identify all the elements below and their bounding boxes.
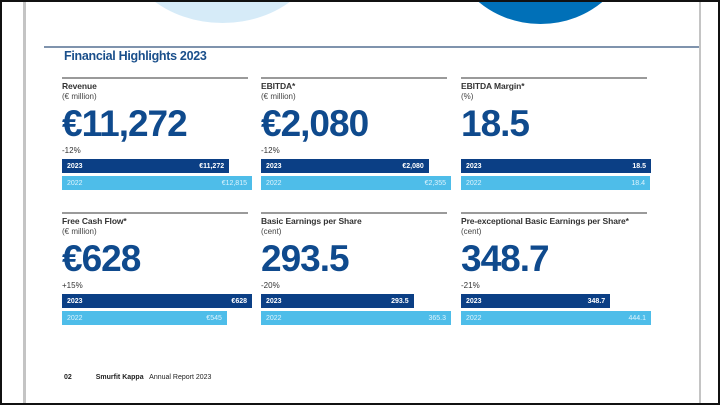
bar-value: €545 [206, 314, 222, 322]
bar-value: 18.5 [632, 162, 646, 170]
metric-card: EBITDA Margin* (%) 18.5 2023 18.5 2022 18.4 [461, 77, 661, 190]
metric-value: €11,272 [62, 103, 188, 144]
bar-2023: 2023 348.7 [461, 294, 611, 308]
page-number: 02 [64, 374, 72, 381]
card-divider [461, 77, 647, 79]
bar-value: €628 [231, 297, 247, 305]
decorative-circle-dark [448, 2, 633, 24]
metric-title: EBITDA Margin* [461, 81, 525, 91]
comparison-bars: 2023 €11,272 2022 €12,815 [62, 159, 252, 190]
section-title: Financial Highlights 2023 [64, 49, 207, 63]
bar-value: 348.7 [587, 297, 606, 305]
metric-card: Pre-exceptional Basic Earnings per Share… [461, 212, 661, 325]
bar-value: €12,815 [221, 179, 247, 187]
metric-card: Basic Earnings per Share (cent) 293.5 -20% 2… [261, 212, 461, 325]
metric-unit: (cent) [461, 227, 482, 236]
bar-2023: 2023 18.5 [461, 159, 651, 173]
decorative-circle-light [120, 2, 325, 23]
bar-value: €2,355 [424, 179, 446, 187]
bar-2022: 2022 365.3 [261, 311, 451, 325]
bar-2022: 2022 €545 [62, 311, 227, 325]
page-footer: 02 Smurfit Kappa Annual Report 2023 [64, 374, 211, 381]
bar-year: 2023 [67, 297, 83, 305]
bar-2022: 2022 18.4 [461, 176, 650, 190]
card-divider [461, 212, 647, 214]
metric-unit: (€ million) [62, 92, 97, 101]
metric-unit: (cent) [261, 227, 282, 236]
bar-value: 293.5 [391, 297, 409, 305]
bar-year: 2023 [466, 297, 482, 305]
metric-unit: (€ million) [261, 92, 296, 101]
metric-value: 18.5 [461, 103, 530, 144]
bar-year: 2022 [67, 179, 83, 187]
bar-value: 365.3 [428, 314, 446, 322]
metric-title: Free Cash Flow* [62, 216, 127, 226]
bar-value: €11,272 [199, 162, 225, 170]
bar-2023: 2023 €628 [62, 294, 252, 308]
footer-brand: Smurfit Kappa [95, 374, 144, 381]
metric-title: Pre-exceptional Basic Earnings per Share… [461, 216, 629, 226]
bar-2023: 2023 €2,080 [261, 159, 429, 173]
page-edge-left [23, 2, 26, 403]
card-divider [261, 212, 447, 214]
bar-value: 444.1 [628, 314, 646, 322]
metric-card: EBITDA* (€ million) €2,080 -12% 2023 €2,080 20… [261, 77, 461, 190]
bar-2022: 2022 €12,815 [62, 176, 252, 190]
bar-year: 2023 [67, 162, 83, 170]
card-divider [261, 77, 447, 79]
bar-year: 2023 [266, 162, 282, 170]
comparison-bars: 2023 €2,080 2022 €2,355 [261, 159, 451, 190]
metric-title: Revenue [62, 81, 97, 91]
metric-change [461, 146, 661, 156]
bar-year: 2023 [266, 297, 282, 305]
bar-value: €2,080 [402, 162, 424, 170]
metric-change: -21% [461, 281, 480, 290]
bar-value: 18.4 [631, 179, 645, 187]
bar-year: 2023 [466, 162, 482, 170]
metric-value: 293.5 [261, 238, 350, 279]
bar-2023: 2023 293.5 [261, 294, 414, 308]
metric-change: -12% [62, 146, 81, 155]
bar-year: 2022 [67, 314, 83, 322]
page-edge-right [699, 2, 701, 403]
metric-change: -12% [261, 146, 280, 155]
bar-2023: 2023 €11,272 [62, 159, 230, 173]
bar-2022: 2022 €2,355 [261, 176, 451, 190]
bar-year: 2022 [466, 314, 482, 322]
comparison-bars: 2023 18.5 2022 18.4 [461, 159, 651, 190]
metric-value: €628 [62, 238, 141, 279]
metric-value: 348.7 [461, 238, 550, 279]
card-divider [62, 212, 248, 214]
footer-report-title: Annual Report 2023 [149, 374, 212, 381]
metric-value: €2,080 [261, 103, 369, 144]
metric-unit: (%) [461, 92, 474, 101]
metric-change: +15% [62, 281, 83, 290]
metric-unit: (€ million) [62, 227, 97, 236]
comparison-bars: 2023 348.7 2022 444.1 [461, 294, 651, 325]
comparison-bars: 2023 €628 2022 €545 [62, 294, 252, 325]
bar-year: 2022 [466, 179, 482, 187]
comparison-bars: 2023 293.5 2022 365.3 [261, 294, 451, 325]
metric-card: Revenue (€ million) €11,272 -12% 2023 €11,272… [62, 77, 262, 190]
metric-title: Basic Earnings per Share [261, 216, 362, 226]
bar-year: 2022 [266, 179, 282, 187]
metric-title: EBITDA* [261, 81, 296, 91]
metric-card: Free Cash Flow* (€ million) €628 +15% 2023 €6… [62, 212, 262, 325]
header-divider [44, 46, 699, 48]
bar-2022: 2022 444.1 [461, 311, 651, 325]
card-divider [62, 77, 248, 79]
bar-year: 2022 [266, 314, 282, 322]
metric-change: -20% [261, 281, 280, 290]
